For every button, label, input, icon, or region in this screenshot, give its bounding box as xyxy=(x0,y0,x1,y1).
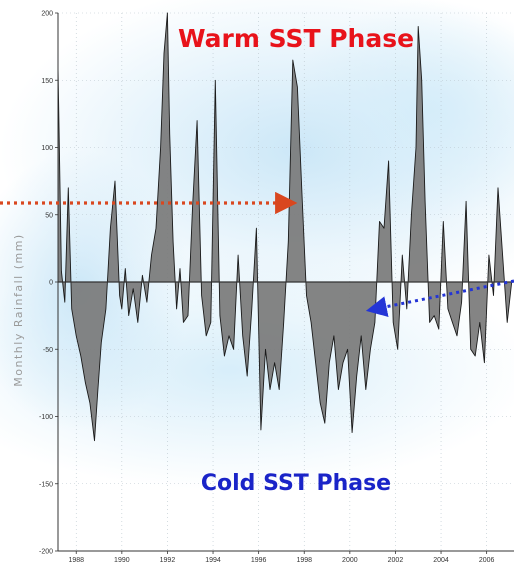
x-tick-labels: 1988 1990 1992 1994 1996 1998 2000 2002 2004 2006 xyxy=(68,551,495,564)
y-tick-label-0: 200 xyxy=(41,11,53,18)
y-tick-label-2: 100 xyxy=(41,145,53,152)
x-tick-label-1: 1990 xyxy=(114,557,130,564)
y-tick-label-3: 50 xyxy=(45,212,53,219)
warm-phase-label: Warm SST Phase xyxy=(178,24,414,53)
x-tick-label-0: 1988 xyxy=(68,557,84,564)
x-tick-label-6: 2000 xyxy=(342,557,358,564)
rainfall-series xyxy=(57,12,513,442)
x-tick-label-9: 2006 xyxy=(479,557,495,564)
y-tick-label-6: -100 xyxy=(39,414,53,421)
y-tick-label-4: 0 xyxy=(49,280,53,287)
x-tick-label-8: 2004 xyxy=(433,557,449,564)
y-tick-label-1: 150 xyxy=(41,78,53,85)
cold-phase-label: Cold SST Phase xyxy=(201,471,391,496)
rainfall-line xyxy=(57,12,513,442)
y-tick-label-8: -200 xyxy=(39,549,53,556)
y-tick-label-7: -150 xyxy=(39,481,53,488)
x-tick-label-5: 1998 xyxy=(296,557,312,564)
y-axis-label: Monthly Rainfall (mm) xyxy=(12,233,25,386)
y-tick-label-5: -50 xyxy=(43,347,53,354)
x-tick-label-3: 1994 xyxy=(205,557,221,564)
x-tick-label-4: 1996 xyxy=(251,557,267,564)
x-tick-label-7: 2002 xyxy=(388,557,404,564)
x-tick-label-2: 1992 xyxy=(160,557,176,564)
y-tick-labels: 200 150 100 50 0 -50 -100 -150 -200 xyxy=(39,11,58,556)
